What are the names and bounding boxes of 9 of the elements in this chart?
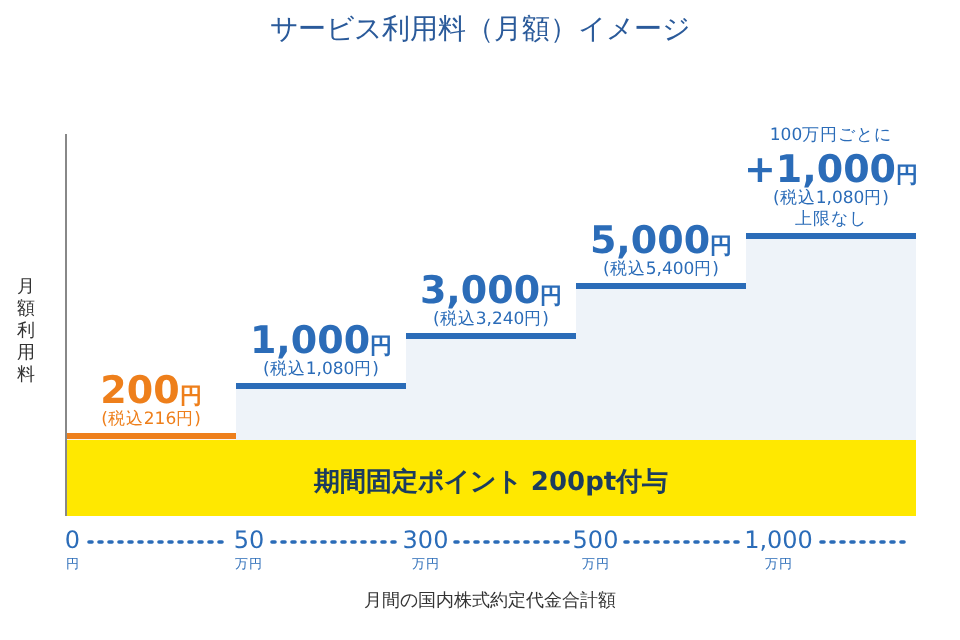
text: 期間固定ポイント 200pt付与 (311, 466, 669, 498)
text: 月間の国内株式約定代金合計額 (364, 590, 616, 612)
data-label: 100万円ごとに +1,000円 (税込1,080円) 上限なし (743, 126, 919, 230)
text: サービス利用料（月額）イメージ (270, 14, 690, 46)
data-label: 5,000円 (税込5,400円) (589, 219, 733, 280)
text: 月額利用料 (17, 278, 35, 386)
data-label: 1,000円 (税込1,080円) (249, 319, 393, 380)
data-label: 3,000円 (税込3,240円) (419, 269, 563, 330)
data-label: 200円 (税込216円) (100, 369, 202, 430)
